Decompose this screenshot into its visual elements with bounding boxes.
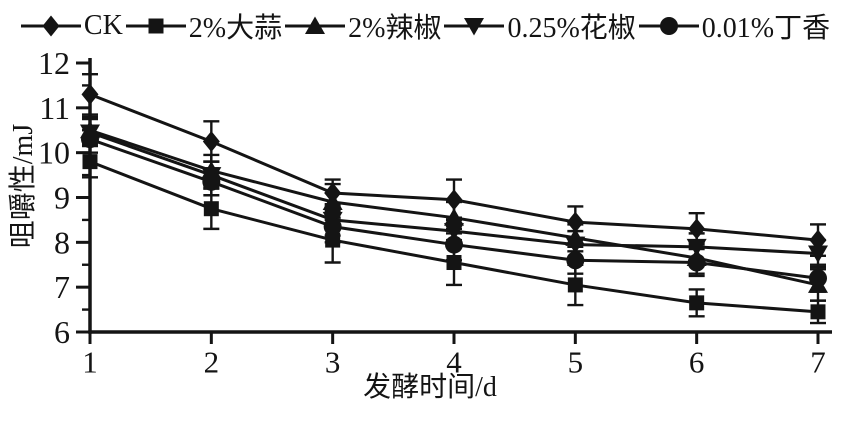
legend-label: 2%辣椒 [348,13,442,44]
circle-marker [566,251,585,270]
diamond-marker [202,130,220,152]
legend-item: 0.01%丁香 [638,6,831,46]
series-markers-diamond [81,83,827,251]
y-axis-label: 咀嚼性/mJ [8,123,39,249]
triangle-down-marker [808,245,828,264]
legend-label: 0.25%花椒 [507,13,636,44]
x-tick-label: 3 [325,344,341,379]
circle-marker [809,269,827,288]
legend-item: 0.25%花椒 [444,6,636,46]
legend-item: 2%辣椒 [285,6,441,46]
square-marker [446,255,462,271]
square-marker [203,201,219,217]
circle-legend-marker [659,17,678,35]
diamond-marker [81,83,99,105]
x-tick-label: 2 [204,344,220,379]
triangle-down-legend-marker [464,18,485,36]
square-marker [689,295,705,311]
y-tick-label: 11 [39,90,70,126]
legend: CK 2%大蒜 2%辣椒 0.25%花椒 0.01%丁香 [0,6,851,46]
x-tick-label: 5 [568,344,584,379]
square-legend-icon [125,18,186,34]
x-tick-label: 4 [446,344,462,379]
triangle-up-marker [444,208,464,226]
series-markers-square [82,154,826,320]
triangle-down-marker [565,236,586,255]
circle-marker [202,172,221,191]
circle-marker [81,130,99,149]
square-marker [810,304,826,320]
series-markers-circle [81,130,827,288]
legend-label: CK [83,10,123,41]
diamond-marker [688,218,706,240]
square-marker [82,154,98,170]
x-tick-label: 7 [810,344,826,379]
y-tick-label: 9 [54,180,70,216]
x-tick-label: 6 [689,344,705,379]
x-tick-label: 1 [82,344,98,379]
square-marker [325,232,341,248]
circle-marker [445,235,463,254]
y-tick-label: 7 [54,269,70,305]
y-tick-label: 6 [54,314,70,350]
legend-item: 2%大蒜 [125,6,283,46]
legend-label: 2%大蒜 [188,13,283,44]
square-marker [567,277,583,293]
square-legend-marker [148,18,164,34]
y-tick-label: 8 [54,224,70,260]
y-tick-label: 10 [38,135,70,171]
x-axis-label: 发酵时间/d [363,372,497,403]
triangle-down-marker [686,238,707,257]
triangle-up-legend-icon [285,16,346,34]
y-tick-label: 12 [38,45,70,81]
triangle-down-marker [444,223,464,241]
diamond-marker [445,189,463,211]
diamond-legend-marker [42,15,60,37]
triangle-up-legend-marker [305,16,326,34]
circle-legend-icon [638,17,699,35]
triangle-down-legend-icon [444,18,505,36]
legend-item: CK [20,10,123,42]
diamond-legend-icon [20,15,81,37]
legend-label: 0.01%丁香 [701,13,831,44]
diamond-marker [809,229,827,251]
circle-marker [687,253,706,272]
diamond-marker [566,211,584,233]
triangle-up-marker [322,192,343,210]
circle-marker [323,217,342,236]
